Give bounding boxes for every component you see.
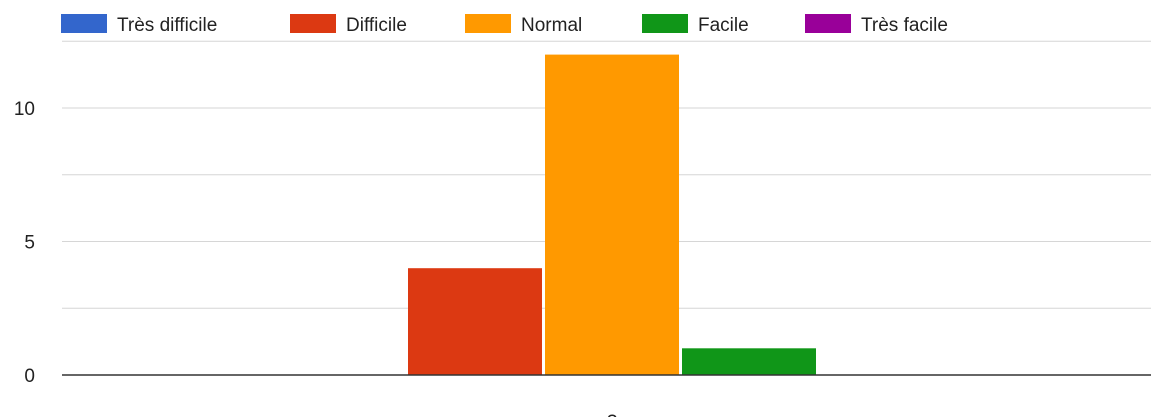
- y-axis-ticks: 0 5 10: [14, 99, 35, 387]
- x-axis-labels: ?: [607, 412, 618, 417]
- legend-swatch: [465, 14, 511, 33]
- legend-item-tres-difficile: Très difficile: [61, 14, 217, 36]
- legend-label: Très facile: [861, 15, 948, 36]
- legend-swatch: [61, 14, 107, 33]
- legend-item-tres-facile: Très facile: [805, 14, 948, 36]
- legend-item-facile: Facile: [642, 14, 749, 36]
- y-tick-label: 10: [14, 99, 35, 120]
- legend-swatch: [290, 14, 336, 33]
- legend-item-normal: Normal: [465, 14, 582, 36]
- bar-normal: [545, 54, 679, 375]
- legend-label: Normal: [521, 15, 582, 36]
- legend: Très difficile Difficile Normal Facile Très …: [61, 14, 948, 36]
- legend-label: Très difficile: [117, 15, 217, 36]
- bar-facile: [682, 348, 816, 375]
- legend-label: Facile: [698, 15, 749, 36]
- x-category-label: ?: [607, 412, 618, 417]
- legend-swatch: [642, 14, 688, 33]
- y-tick-label: 5: [24, 233, 35, 254]
- legend-item-difficile: Difficile: [290, 14, 407, 36]
- bars: [408, 54, 816, 375]
- legend-swatch: [805, 14, 851, 33]
- bar-difficile: [408, 268, 542, 375]
- y-tick-label: 0: [24, 366, 35, 387]
- legend-label: Difficile: [346, 15, 407, 36]
